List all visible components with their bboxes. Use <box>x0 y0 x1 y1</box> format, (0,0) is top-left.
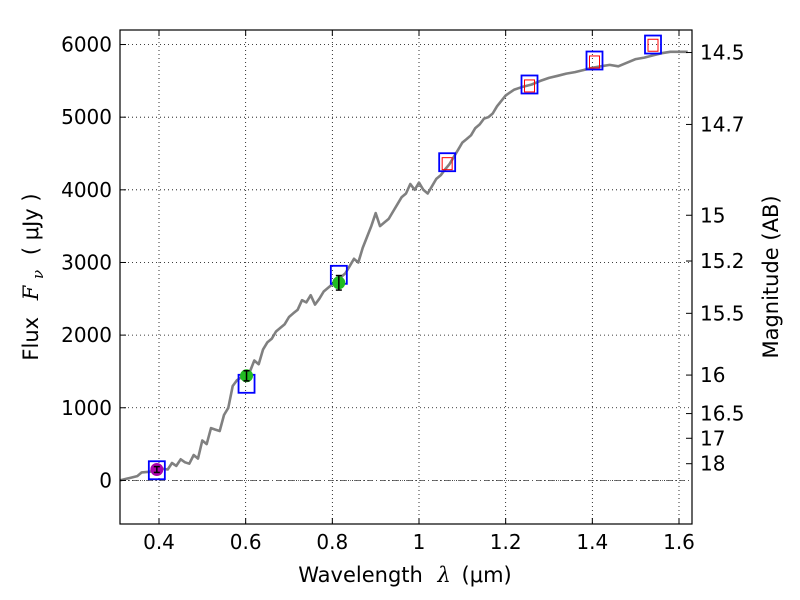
x-tick-label: 0.8 <box>316 530 348 554</box>
y2-axis-label: Magnitude (AB) <box>759 195 783 358</box>
model-box-marker <box>147 460 166 481</box>
y2-tick-label: 16.5 <box>700 402 745 426</box>
y-tick-label: 2000 <box>61 323 112 347</box>
model-box-marker <box>520 74 539 95</box>
model-box-marker <box>585 50 604 71</box>
x-tick-label: 1.4 <box>576 530 608 554</box>
y-axis-label: Flux F ν ( μJy ) <box>19 193 48 360</box>
y2-tick-label: 15 <box>700 203 725 227</box>
red-box-marker <box>647 38 659 52</box>
x-axis-label: Wavelength λ (μm) <box>298 563 511 587</box>
ticks-layer: 0.4 0.6 0.8 1 1.2 1.4 1.6 0 1000 2000 3000 4000 5000… <box>61 30 745 554</box>
red-box-marker <box>524 79 535 93</box>
y-tick-label: 0 <box>99 468 112 492</box>
y2-tick-label: 14.5 <box>700 41 745 65</box>
y2-tick-label: 17 <box>700 426 725 450</box>
y-tick-label: 3000 <box>61 250 112 274</box>
markers-layer <box>147 34 662 481</box>
y2-tick-label: 18 <box>700 452 725 476</box>
y-tick-label: 1000 <box>61 396 112 420</box>
plot-frame <box>119 29 693 525</box>
spectrum-layer <box>119 50 688 482</box>
y2-tick-label: 15.2 <box>700 249 745 273</box>
model-box-marker <box>438 152 457 173</box>
red-box-marker <box>441 157 453 171</box>
x-tick-label: 0.4 <box>143 530 175 554</box>
y2-tick-label: 15.5 <box>700 301 745 325</box>
x-tick-label: 0.6 <box>230 530 262 554</box>
x-tick-label: 1.2 <box>490 530 522 554</box>
y-tick-label: 5000 <box>61 105 112 129</box>
red-box-marker <box>589 55 600 69</box>
y-tick-label: 4000 <box>61 178 112 202</box>
x-tick-label: 1 <box>413 530 426 554</box>
spectrum-line <box>119 50 688 482</box>
x-tick-label: 1.6 <box>663 530 695 554</box>
model-box-marker <box>644 34 662 55</box>
grid <box>120 30 692 524</box>
y2-tick-label: 16 <box>700 363 725 387</box>
y2-tick-label: 14.7 <box>700 112 745 136</box>
y-tick-label: 6000 <box>61 33 112 57</box>
